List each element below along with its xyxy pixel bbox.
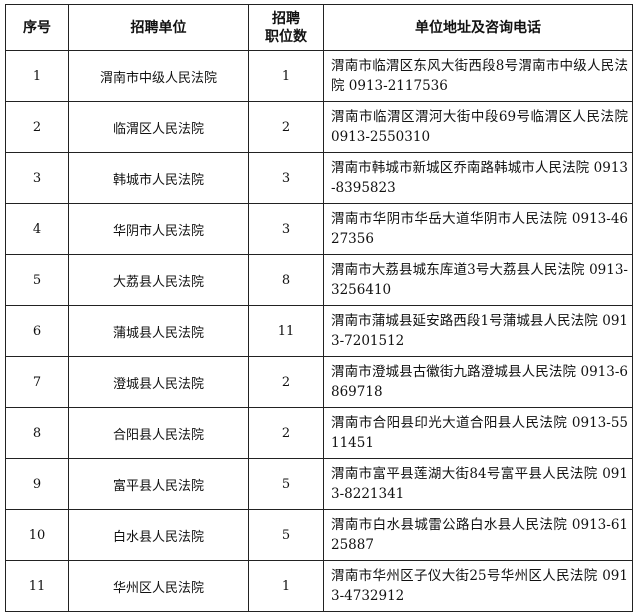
header-positions-line1: 招聘 (272, 10, 300, 27)
cell-unit: 渭南市中级人民法院 (68, 50, 249, 102)
table-row: 4 华阴市人民法院 3 渭南市华阴市华岳大道华阴市人民法院 0913-4627356 (5, 203, 633, 255)
header-address: 单位地址及咨询电话 (323, 4, 633, 51)
cell-address: 渭南市临渭区东风大街西段8号渭南市中级人民法院 0913-2117536 (323, 50, 633, 102)
cell-unit: 合阳县人民法院 (68, 407, 249, 459)
cell-index: 1 (5, 50, 69, 102)
recruitment-table: 序号 招聘单位 招聘 职位数 单位地址及咨询电话 1 渭南市中级人民法院 1 渭南市临渭… (5, 4, 633, 612)
cell-index: 8 (5, 407, 69, 459)
header-row: 序号 招聘单位 招聘 职位数 单位地址及咨询电话 (5, 4, 633, 51)
header-unit: 招聘单位 (68, 4, 249, 51)
cell-positions: 5 (248, 458, 324, 510)
cell-positions: 2 (248, 407, 324, 459)
cell-address: 渭南市富平县莲湖大街84号富平县人民法院 0913-8221341 (323, 458, 633, 510)
cell-positions: 1 (248, 50, 324, 102)
cell-unit: 韩城市人民法院 (68, 152, 249, 204)
table-row: 6 蒲城县人民法院 11 渭南市蒲城县延安路西段1号蒲城县人民法院 0913-7201… (5, 305, 633, 357)
table-row: 9 富平县人民法院 5 渭南市富平县莲湖大街84号富平县人民法院 0913-82213… (5, 458, 633, 510)
cell-index: 3 (5, 152, 69, 204)
cell-positions: 8 (248, 254, 324, 306)
cell-address: 渭南市澄城县古徽街九路澄城县人民法院 0913-6869718 (323, 356, 633, 408)
table-row: 8 合阳县人民法院 2 渭南市合阳县印光大道合阳县人民法院 0913-5511451 (5, 407, 633, 459)
cell-address: 渭南市韩城市新城区乔南路韩城市人民法院 0913-8395823 (323, 152, 633, 204)
table-row: 5 大荔县人民法院 8 渭南市大荔县城东库道3号大荔县人民法院 0913-325641… (5, 254, 633, 306)
cell-address: 渭南市临渭区渭河大街中段69号临渭区人民法院 0913-2550310 (323, 101, 633, 153)
cell-unit: 大荔县人民法院 (68, 254, 249, 306)
cell-unit: 华阴市人民法院 (68, 203, 249, 255)
header-positions: 招聘 职位数 (248, 4, 324, 51)
cell-positions: 3 (248, 152, 324, 204)
cell-index: 4 (5, 203, 69, 255)
cell-address: 渭南市大荔县城东库道3号大荔县人民法院 0913-3256410 (323, 254, 633, 306)
cell-positions: 3 (248, 203, 324, 255)
cell-address: 渭南市华州区子仪大街25号华州区人民法院 0913-4732912 (323, 560, 633, 612)
cell-address: 渭南市白水县城雷公路白水县人民法院 0913-6125887 (323, 509, 633, 561)
cell-unit: 白水县人民法院 (68, 509, 249, 561)
cell-index: 7 (5, 356, 69, 408)
table-row: 2 临渭区人民法院 2 渭南市临渭区渭河大街中段69号临渭区人民法院 0913-255… (5, 101, 633, 153)
cell-address: 渭南市蒲城县延安路西段1号蒲城县人民法院 0913-7201512 (323, 305, 633, 357)
cell-unit: 临渭区人民法院 (68, 101, 249, 153)
cell-positions: 1 (248, 560, 324, 612)
cell-index: 11 (5, 560, 69, 612)
cell-index: 10 (5, 509, 69, 561)
cell-unit: 富平县人民法院 (68, 458, 249, 510)
cell-positions: 2 (248, 101, 324, 153)
cell-unit: 华州区人民法院 (68, 560, 249, 612)
table-row: 7 澄城县人民法院 2 渭南市澄城县古徽街九路澄城县人民法院 0913-6869718 (5, 356, 633, 408)
header-positions-line2: 职位数 (265, 28, 307, 45)
table-row: 1 渭南市中级人民法院 1 渭南市临渭区东风大街西段8号渭南市中级人民法院 0913-… (5, 50, 633, 102)
cell-index: 5 (5, 254, 69, 306)
cell-unit: 蒲城县人民法院 (68, 305, 249, 357)
cell-index: 6 (5, 305, 69, 357)
cell-unit: 澄城县人民法院 (68, 356, 249, 408)
header-index: 序号 (5, 4, 69, 51)
cell-index: 9 (5, 458, 69, 510)
table-row: 11 华州区人民法院 1 渭南市华州区子仪大街25号华州区人民法院 0913-4732… (5, 560, 633, 612)
table-row: 10 白水县人民法院 5 渭南市白水县城雷公路白水县人民法院 0913-6125887 (5, 509, 633, 561)
cell-index: 2 (5, 101, 69, 153)
cell-positions: 11 (248, 305, 324, 357)
table-row: 3 韩城市人民法院 3 渭南市韩城市新城区乔南路韩城市人民法院 0913-839582… (5, 152, 633, 204)
cell-positions: 5 (248, 509, 324, 561)
cell-address: 渭南市华阴市华岳大道华阴市人民法院 0913-4627356 (323, 203, 633, 255)
cell-address: 渭南市合阳县印光大道合阳县人民法院 0913-5511451 (323, 407, 633, 459)
cell-positions: 2 (248, 356, 324, 408)
